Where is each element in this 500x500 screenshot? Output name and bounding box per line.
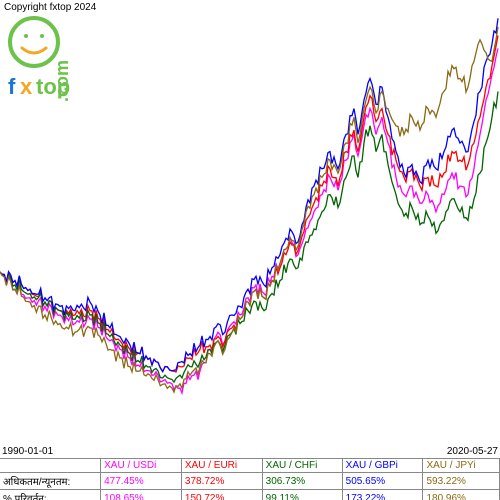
legend-header-jpy: XAU / JPYi	[423, 459, 500, 473]
legend-maxmin-chf: 306.73%	[262, 473, 342, 490]
legend-change-usd: 108.65%	[101, 490, 182, 500]
legend-row-change-label: % परिवर्तन:	[0, 490, 101, 500]
legend-maxmin-jpy: 593.22%	[423, 473, 500, 490]
legend-header-gbp: XAU / GBPi	[342, 459, 423, 473]
legend-maxmin-eur: 378.72%	[181, 473, 262, 490]
legend-row-maxmin-label: अधिकतम/न्यूनतम:	[0, 473, 101, 490]
series-line-jpy	[0, 27, 498, 392]
legend-corner	[0, 459, 101, 473]
legend-header-eur: XAU / EURi	[181, 459, 262, 473]
x-axis-start-label: 1990-01-01	[2, 446, 53, 457]
legend-table: XAU / USDiXAU / EURiXAU / CHFiXAU / GBPi…	[0, 458, 500, 500]
legend-change-jpy: 180.96%	[423, 490, 500, 500]
legend-maxmin-usd: 477.45%	[101, 473, 182, 490]
series-line-usd	[0, 48, 498, 393]
legend-change-eur: 150.72%	[181, 490, 262, 500]
legend-header-chf: XAU / CHFi	[262, 459, 342, 473]
legend-header-usd: XAU / USDi	[101, 459, 182, 473]
legend-maxmin-gbp: 505.65%	[342, 473, 423, 490]
series-line-chf	[0, 91, 498, 382]
x-axis-end-label: 2020-05-27	[447, 446, 498, 457]
line-chart	[0, 0, 500, 446]
legend-change-chf: 99.11%	[262, 490, 342, 500]
series-line-eur	[0, 36, 498, 373]
legend-change-gbp: 173.22%	[342, 490, 423, 500]
chart-container: Copyright fxtop 2024 f x top .com 1990-0…	[0, 0, 500, 500]
